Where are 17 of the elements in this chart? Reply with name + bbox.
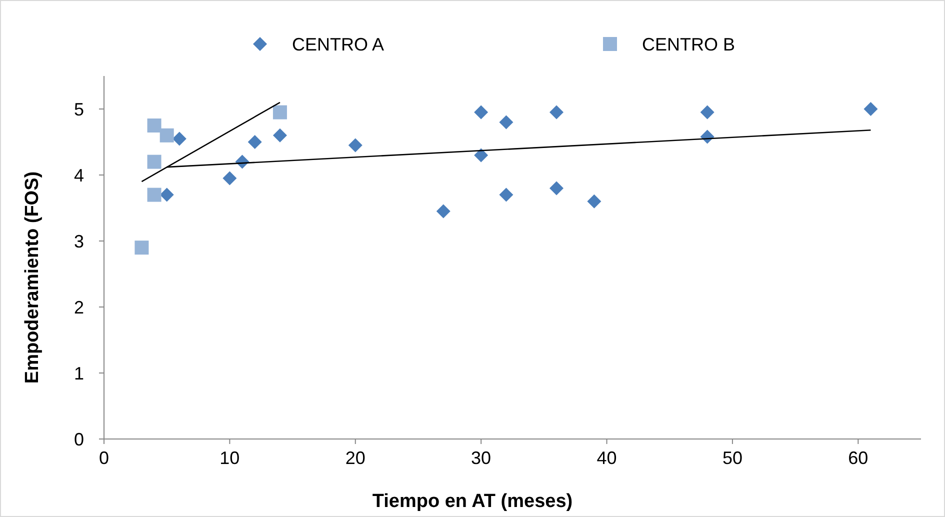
y-tick-label: 1	[74, 363, 84, 384]
y-tick-label: 4	[74, 165, 84, 186]
y-tick-label: 5	[74, 99, 84, 120]
x-tick-label: 30	[471, 448, 492, 468]
y-axis-title: Empoderamiento (FOS)	[22, 171, 43, 384]
x-tick-label: 0	[98, 448, 110, 468]
y-tick-label: 3	[74, 231, 84, 252]
y-tick-label: 2	[74, 297, 84, 318]
x-axis-title: Tiempo en AT (meses)	[372, 491, 573, 512]
legend-label: CENTRO B	[642, 34, 736, 54]
y-tick-label: 0	[74, 429, 84, 450]
x-tick-label: 10	[220, 448, 240, 468]
x-tick-label: 50	[722, 448, 742, 468]
x-tick-label: 40	[596, 448, 617, 468]
legend-label: CENTRO A	[292, 34, 384, 54]
x-tick-label: 60	[848, 448, 868, 468]
x-tick-label: 20	[345, 448, 366, 468]
